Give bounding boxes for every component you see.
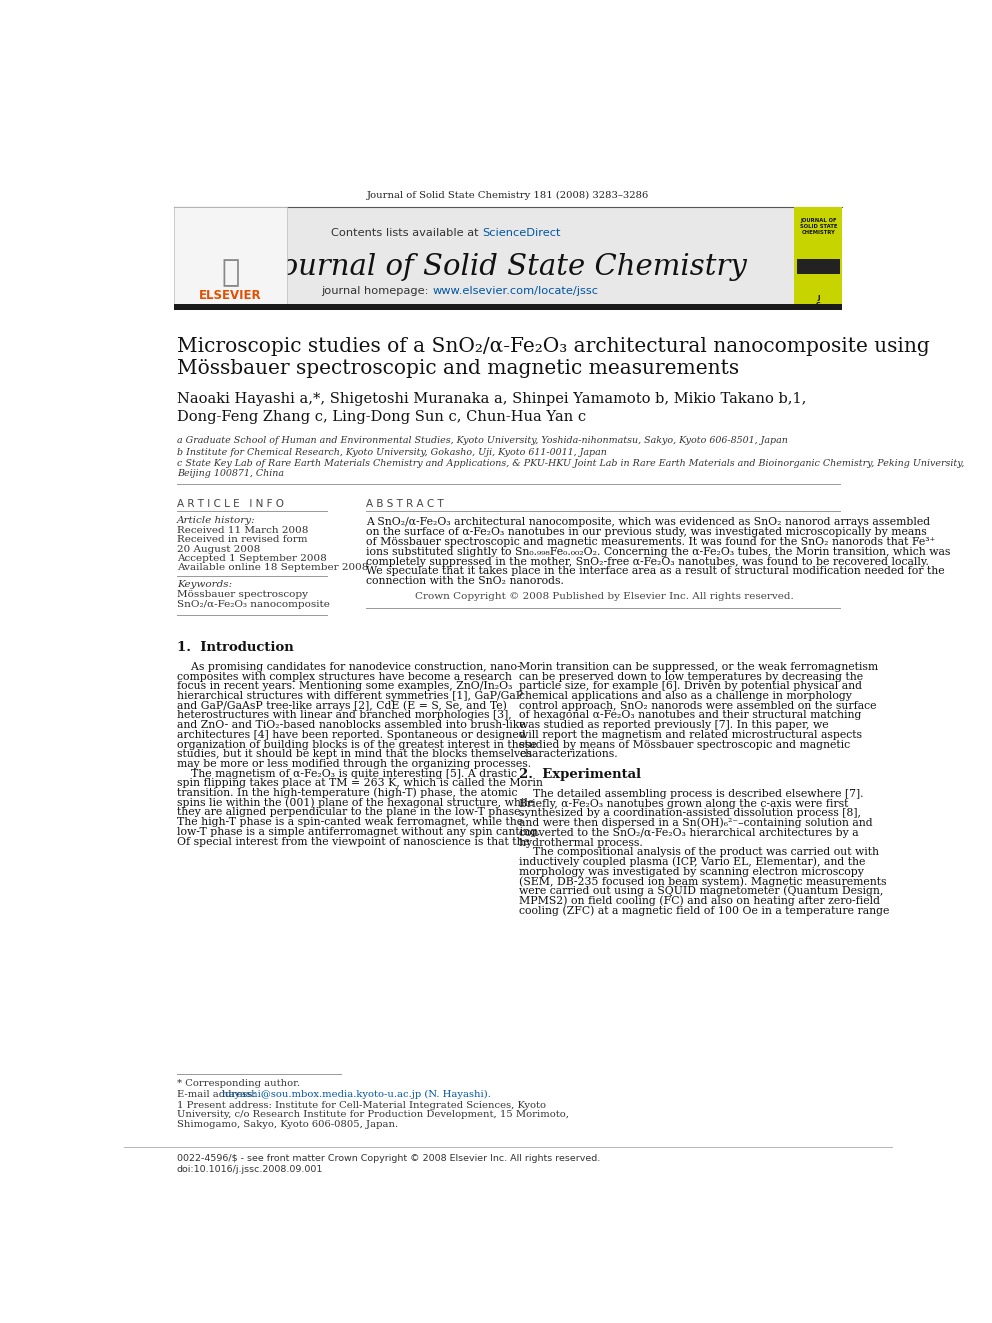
Text: Received 11 March 2008: Received 11 March 2008 xyxy=(177,527,309,536)
Text: a Graduate School of Human and Environmental Studies, Kyoto University, Yoshida-: a Graduate School of Human and Environme… xyxy=(177,437,788,445)
Text: low-T phase is a simple antiferromagnet without any spin canting.: low-T phase is a simple antiferromagnet … xyxy=(177,827,540,837)
Text: Journal of Solid State Chemistry 181 (2008) 3283–3286: Journal of Solid State Chemistry 181 (20… xyxy=(367,191,650,200)
Text: Contents lists available at: Contents lists available at xyxy=(330,229,482,238)
Text: composites with complex structures have become a research: composites with complex structures have … xyxy=(177,672,512,681)
Text: MPMS2) on field cooling (FC) and also on heating after zero-field: MPMS2) on field cooling (FC) and also on… xyxy=(519,896,880,906)
Text: A R T I C L E   I N F O: A R T I C L E I N F O xyxy=(177,499,284,509)
Text: Received in revised form: Received in revised form xyxy=(177,536,308,544)
Text: and were then dispersed in a Sn(OH)₆²⁻–containing solution and: and were then dispersed in a Sn(OH)₆²⁻–c… xyxy=(519,818,873,828)
Text: Microscopic studies of a SnO₂/α-Fe₂O₃ architectural nanocomposite using: Microscopic studies of a SnO₂/α-Fe₂O₃ ar… xyxy=(177,337,930,356)
Text: c State Key Lab of Rare Earth Materials Chemistry and Applications, & PKU-HKU Jo: c State Key Lab of Rare Earth Materials … xyxy=(177,459,964,468)
Text: SnO₂/α-Fe₂O₃ nanocomposite: SnO₂/α-Fe₂O₃ nanocomposite xyxy=(177,601,329,609)
Text: Shimogamo, Sakyo, Kyoto 606-0805, Japan.: Shimogamo, Sakyo, Kyoto 606-0805, Japan. xyxy=(177,1119,398,1129)
Text: As promising candidates for nanodevice construction, nano-: As promising candidates for nanodevice c… xyxy=(177,662,521,672)
Text: journal homepage:: journal homepage: xyxy=(321,286,433,296)
Text: doi:10.1016/j.jssc.2008.09.001: doi:10.1016/j.jssc.2008.09.001 xyxy=(177,1164,323,1174)
Text: We speculate that it takes place in the interface area as a result of structural: We speculate that it takes place in the … xyxy=(366,566,944,577)
Text: Morin transition can be suppressed, or the weak ferromagnetism: Morin transition can be suppressed, or t… xyxy=(519,662,878,672)
Text: of hexagonal α-Fe₂O₃ nanotubes and their structural matching: of hexagonal α-Fe₂O₃ nanotubes and their… xyxy=(519,710,862,721)
Text: converted to the SnO₂/α-Fe₂O₃ hierarchical architectures by a: converted to the SnO₂/α-Fe₂O₃ hierarchic… xyxy=(519,828,859,837)
Text: The detailed assembling process is described elsewhere [7].: The detailed assembling process is descr… xyxy=(519,789,864,799)
Text: morphology was investigated by scanning electron microscopy: morphology was investigated by scanning … xyxy=(519,867,864,877)
Text: J
S: J S xyxy=(815,295,821,308)
Text: studied by means of Mössbauer spectroscopic and magnetic: studied by means of Mössbauer spectrosco… xyxy=(519,740,850,750)
Text: were carried out using a SQUID magnetometer (Quantum Design,: were carried out using a SQUID magnetome… xyxy=(519,886,884,896)
Text: hierarchical structures with different symmetries [1], GaP/GaP: hierarchical structures with different s… xyxy=(177,691,523,701)
Text: was studied as reported previously [7]. In this paper, we: was studied as reported previously [7]. … xyxy=(519,720,829,730)
Text: transition. In the high-temperature (high-T) phase, the atomic: transition. In the high-temperature (hig… xyxy=(177,787,517,798)
Text: heterostructures with linear and branched morphologies [3],: heterostructures with linear and branche… xyxy=(177,710,512,721)
Text: and GaP/GaAsP tree-like arrays [2], CdE (E = S, Se, and Te): and GaP/GaAsP tree-like arrays [2], CdE … xyxy=(177,700,507,710)
Text: Naoaki Hayashi a,*, Shigetoshi Muranaka a, Shinpei Yamamoto b, Mikio Takano b,1,: Naoaki Hayashi a,*, Shigetoshi Muranaka … xyxy=(177,392,806,406)
Text: Crown Copyright © 2008 Published by Elsevier Inc. All rights reserved.: Crown Copyright © 2008 Published by Else… xyxy=(415,591,794,601)
Text: Article history:: Article history: xyxy=(177,516,255,525)
Text: The compositional analysis of the product was carried out with: The compositional analysis of the produc… xyxy=(519,847,879,857)
Text: Keywords:: Keywords: xyxy=(177,579,232,589)
Text: particle size, for example [6]. Driven by potential physical and: particle size, for example [6]. Driven b… xyxy=(519,681,862,692)
Text: Mössbauer spectroscopic and magnetic measurements: Mössbauer spectroscopic and magnetic mea… xyxy=(177,360,739,378)
Text: Of special interest from the viewpoint of nanoscience is that the: Of special interest from the viewpoint o… xyxy=(177,836,530,847)
Text: inductively coupled plasma (ICP, Vario EL, Elementar), and the: inductively coupled plasma (ICP, Vario E… xyxy=(519,857,866,867)
Text: can be preserved down to low temperatures by decreasing the: can be preserved down to low temperature… xyxy=(519,672,863,681)
Text: Journal of Solid State Chemistry: Journal of Solid State Chemistry xyxy=(270,253,747,280)
Text: ELSEVIER: ELSEVIER xyxy=(198,288,262,302)
Text: b Institute for Chemical Research, Kyoto University, Gokasho, Uji, Kyoto 611-001: b Institute for Chemical Research, Kyoto… xyxy=(177,447,606,456)
Text: focus in recent years. Mentioning some examples, ZnO/In₂O₃: focus in recent years. Mentioning some e… xyxy=(177,681,512,692)
Text: will report the magnetism and related microstructural aspects: will report the magnetism and related mi… xyxy=(519,730,862,740)
Text: may be more or less modified through the organizing processes.: may be more or less modified through the… xyxy=(177,759,531,769)
Text: characterizations.: characterizations. xyxy=(519,749,618,759)
Text: on the surface of α-Fe₂O₃ nanotubes in our previous study, was investigated micr: on the surface of α-Fe₂O₃ nanotubes in o… xyxy=(366,527,927,537)
Bar xyxy=(175,208,842,303)
Bar xyxy=(795,208,842,303)
Text: Beijing 100871, China: Beijing 100871, China xyxy=(177,470,284,478)
Text: Dong-Feng Zhang c, Ling-Dong Sun c, Chun-Hua Yan c: Dong-Feng Zhang c, Ling-Dong Sun c, Chun… xyxy=(177,410,586,425)
Bar xyxy=(175,208,287,303)
Text: organization of building blocks is of the greatest interest in these: organization of building blocks is of th… xyxy=(177,740,537,750)
Text: The high-T phase is a spin-canted weak ferromagnet, while the: The high-T phase is a spin-canted weak f… xyxy=(177,818,523,827)
Text: cooling (ZFC) at a magnetic field of 100 Oe in a temperature range: cooling (ZFC) at a magnetic field of 100… xyxy=(519,905,890,916)
Text: University, c/o Research Institute for Production Development, 15 Morimoto,: University, c/o Research Institute for P… xyxy=(177,1110,568,1119)
Text: synthesized by a coordination-assisted dissolution process [8],: synthesized by a coordination-assisted d… xyxy=(519,808,861,819)
Text: 2.  Experimental: 2. Experimental xyxy=(519,769,642,782)
Text: E-mail address:: E-mail address: xyxy=(177,1090,259,1099)
Text: 0022-4596/$ - see front matter Crown Copyright © 2008 Elsevier Inc. All rights r: 0022-4596/$ - see front matter Crown Cop… xyxy=(177,1154,600,1163)
Text: ScienceDirect: ScienceDirect xyxy=(482,229,560,238)
Text: The magnetism of α-Fe₂O₃ is quite interesting [5]. A drastic: The magnetism of α-Fe₂O₃ is quite intere… xyxy=(177,769,517,779)
Text: JOURNAL OF
SOLID STATE
CHEMISTRY: JOURNAL OF SOLID STATE CHEMISTRY xyxy=(800,218,837,234)
Text: Mössbauer spectroscopy: Mössbauer spectroscopy xyxy=(177,590,308,599)
Text: of Mössbauer spectroscopic and magnetic measurements. It was found for the SnO₂ : of Mössbauer spectroscopic and magnetic … xyxy=(366,537,935,546)
Text: Available online 18 September 2008: Available online 18 September 2008 xyxy=(177,564,368,572)
Text: 20 August 2008: 20 August 2008 xyxy=(177,545,260,553)
Text: 🌳: 🌳 xyxy=(221,258,239,287)
Text: hayashi@sou.mbox.media.kyoto-u.ac.jp (N. Hayashi).: hayashi@sou.mbox.media.kyoto-u.ac.jp (N.… xyxy=(222,1090,491,1099)
Text: architectures [4] have been reported. Spontaneous or designed: architectures [4] have been reported. Sp… xyxy=(177,730,526,740)
Text: * Corresponding author.: * Corresponding author. xyxy=(177,1080,300,1088)
Text: they are aligned perpendicular to the plane in the low-T phase.: they are aligned perpendicular to the pl… xyxy=(177,807,524,818)
Text: studies, but it should be kept in mind that the blocks themselves: studies, but it should be kept in mind t… xyxy=(177,749,532,759)
Text: ions substituted slightly to Sn₀.₉₉₈Fe₀.₀₀₂O₂. Concerning the α-Fe₂O₃ tubes, the: ions substituted slightly to Sn₀.₉₉₈Fe₀.… xyxy=(366,546,950,557)
Text: Briefly, α-Fe₂O₃ nanotubes grown along the c-axis were first: Briefly, α-Fe₂O₃ nanotubes grown along t… xyxy=(519,799,848,808)
Text: spin flipping takes place at TM = 263 K, which is called the Morin: spin flipping takes place at TM = 263 K,… xyxy=(177,778,543,789)
Text: connection with the SnO₂ nanorods.: connection with the SnO₂ nanorods. xyxy=(366,577,563,586)
Text: A SnO₂/α-Fe₂O₃ architectural nanocomposite, which was evidenced as SnO₂ nanorod : A SnO₂/α-Fe₂O₃ architectural nanocomposi… xyxy=(366,517,930,527)
Text: spins lie within the (001) plane of the hexagonal structure, while: spins lie within the (001) plane of the … xyxy=(177,798,534,808)
Text: (SEM, DB-235 focused ion beam system). Magnetic measurements: (SEM, DB-235 focused ion beam system). M… xyxy=(519,876,887,886)
Text: completely suppressed in the mother, SnO₂-free α-Fe₂O₃ nanotubes, was found to b: completely suppressed in the mother, SnO… xyxy=(366,557,929,566)
Text: Accepted 1 September 2008: Accepted 1 September 2008 xyxy=(177,554,326,562)
Text: control approach, SnO₂ nanorods were assembled on the surface: control approach, SnO₂ nanorods were ass… xyxy=(519,701,877,710)
Text: and ZnO- and TiO₂-based nanoblocks assembled into brush-like: and ZnO- and TiO₂-based nanoblocks assem… xyxy=(177,720,526,730)
Bar xyxy=(797,259,840,274)
Text: 1 Present address: Institute for Cell-Material Integrated Sciences, Kyoto: 1 Present address: Institute for Cell-Ma… xyxy=(177,1101,546,1110)
Bar xyxy=(175,303,842,311)
Text: www.elsevier.com/locate/jssc: www.elsevier.com/locate/jssc xyxy=(433,286,598,296)
Text: 1.  Introduction: 1. Introduction xyxy=(177,642,294,654)
Text: chemical applications and also as a challenge in morphology: chemical applications and also as a chal… xyxy=(519,691,852,701)
Text: A B S T R A C T: A B S T R A C T xyxy=(366,499,443,509)
Text: hydrothermal process.: hydrothermal process. xyxy=(519,837,643,848)
